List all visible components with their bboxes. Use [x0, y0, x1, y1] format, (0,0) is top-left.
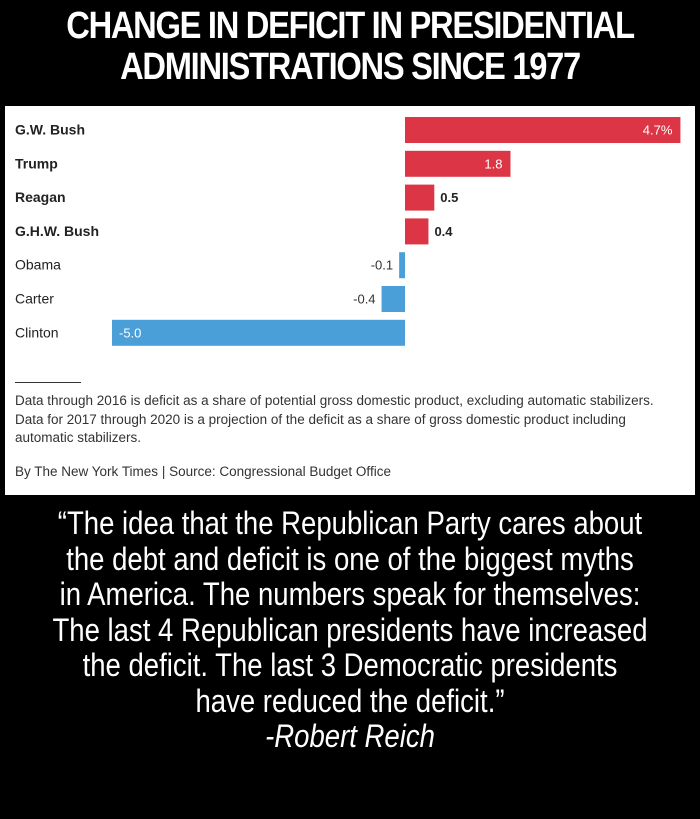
- headline-line-1: CHANGE IN DEFICIT IN PRESIDENTIAL: [66, 5, 635, 47]
- data-label: -0.1: [371, 258, 393, 273]
- headline: CHANGE IN DEFICIT IN PRESIDENTIAL ADMINI…: [49, 0, 651, 88]
- category-label: G.W. Bush: [15, 122, 85, 138]
- quote-line-1: “The idea that the Republican Party care…: [57, 505, 643, 541]
- category-label: Carter: [15, 291, 54, 307]
- data-label: -0.4: [353, 292, 375, 307]
- deficit-bar-chart: G.W. Bush 4.7% Trump 1.8 Reagan 0.5 G.H.W. Bus…: [15, 117, 681, 346]
- quote-block: “The idea that the Republican Party care…: [49, 505, 651, 755]
- category-label: Clinton: [15, 324, 59, 340]
- quote-line-3: in America. The numbers speak for themse…: [59, 576, 641, 612]
- bar: [405, 218, 429, 245]
- footnote: Data through 2016 is deficit as a share …: [15, 393, 654, 445]
- headline-line-2: ADMINISTRATIONS SINCE 1977: [120, 46, 581, 88]
- data-label: 1.8: [484, 156, 502, 171]
- quote-line-6: have reduced the deficit.”: [195, 682, 505, 719]
- category-label: Reagan: [15, 189, 66, 205]
- category-label: G.H.W. Bush: [15, 223, 99, 239]
- data-label: 0.4: [434, 224, 453, 239]
- data-label: -5.0: [119, 325, 141, 340]
- bar: [399, 252, 405, 279]
- quote-line-2: the debt and deficit is one of the bigge…: [66, 540, 634, 577]
- data-label: 4.7%: [643, 123, 673, 138]
- bar: [405, 117, 681, 143]
- bar: [112, 319, 405, 346]
- bar: [405, 150, 511, 177]
- source-credit: By The New York Times | Source: Congress…: [15, 464, 391, 479]
- category-label: Trump: [15, 155, 58, 171]
- data-label: 0.5: [440, 190, 458, 205]
- bar: [405, 184, 435, 211]
- category-label: Obama: [15, 257, 61, 273]
- footnote-divider: [15, 382, 81, 383]
- chart-panel: G.W. Bush 4.7% Trump 1.8 Reagan 0.5 G.H.W. Bus…: [5, 106, 695, 495]
- bar: [381, 286, 405, 312]
- quote-line-5: the deficit. The last 3 Democratic presi…: [82, 647, 618, 683]
- quote-line-4: The last 4 Republican presidents have in…: [52, 611, 648, 648]
- quote-author: -Robert Reich: [265, 718, 435, 754]
